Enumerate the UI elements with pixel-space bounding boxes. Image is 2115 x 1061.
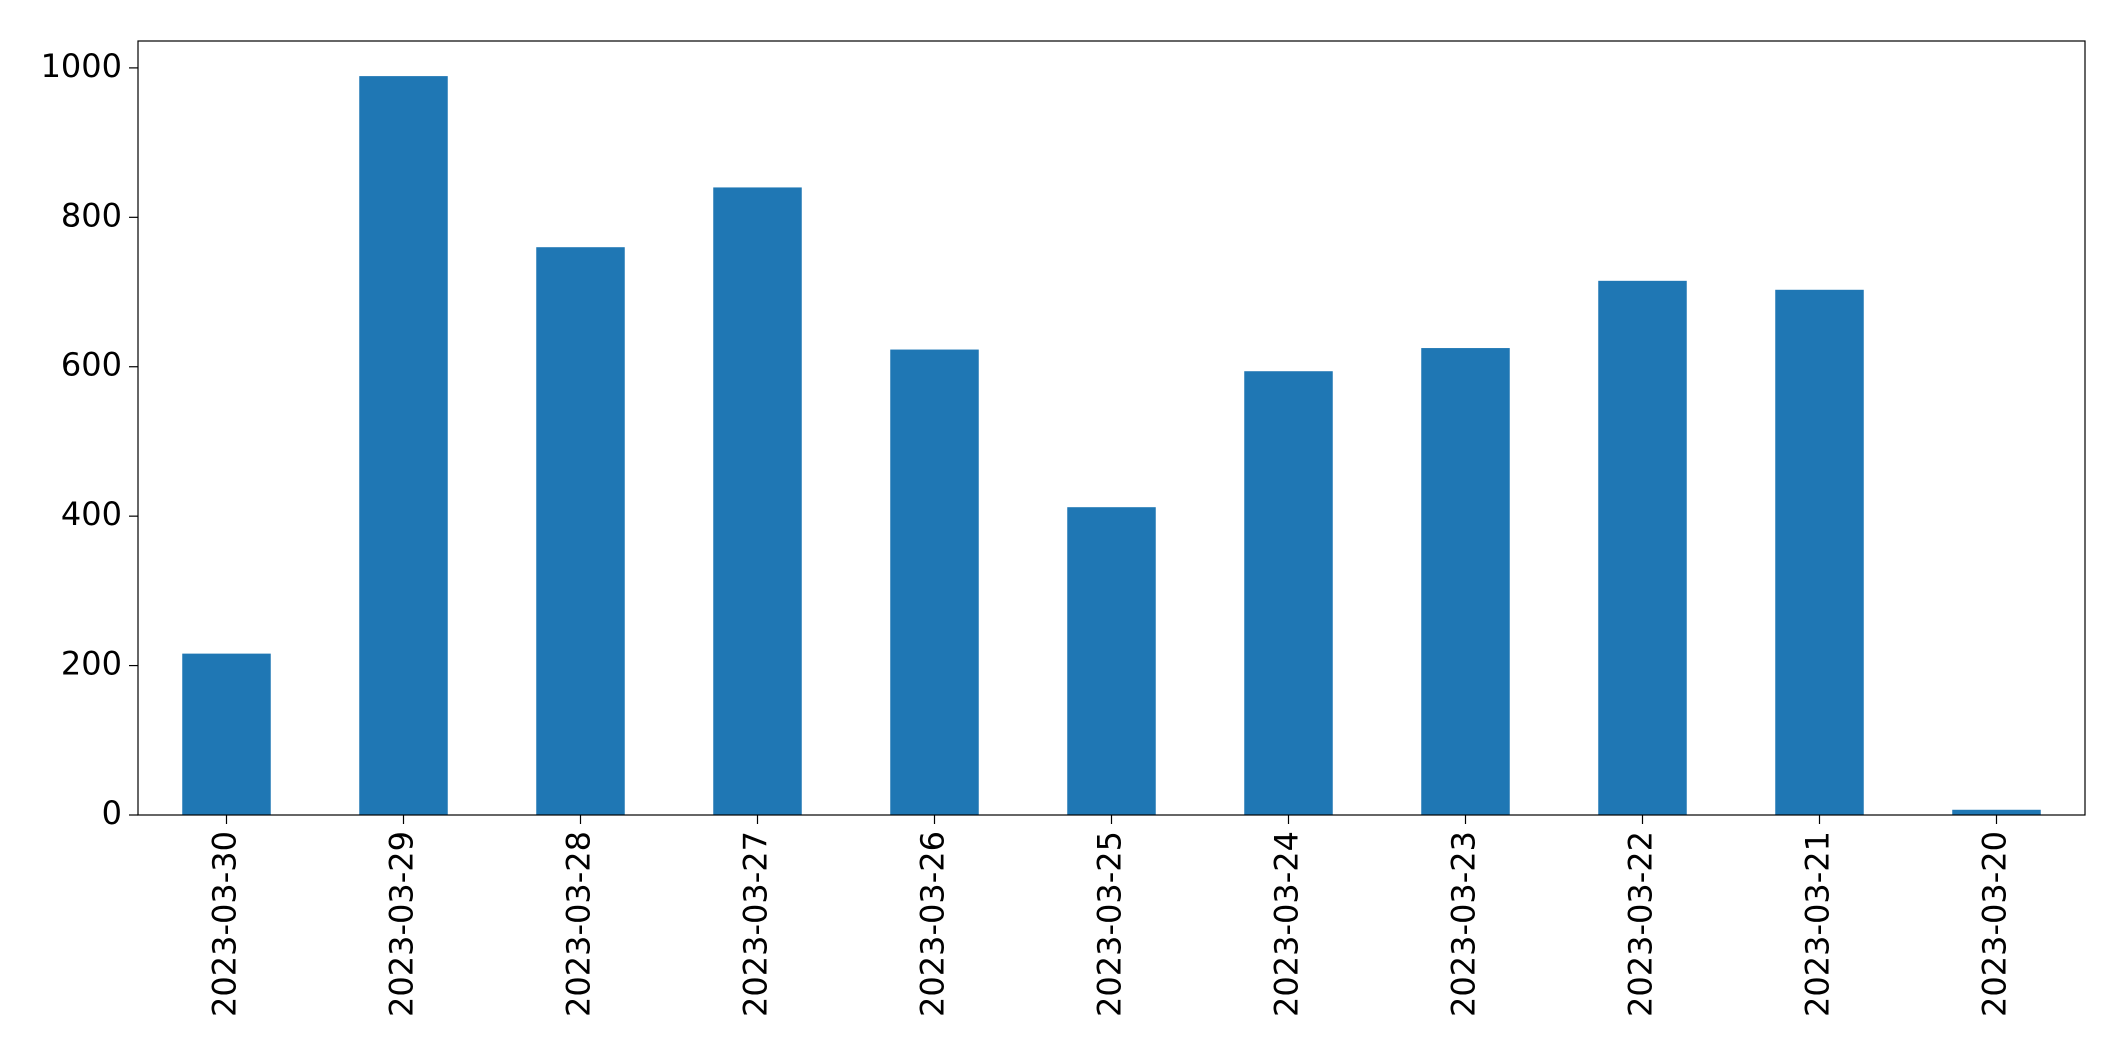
x-tick-label: 2023-03-23 [1445, 831, 1483, 1017]
plot-frame [137, 40, 2086, 816]
bar [1775, 289, 1864, 815]
bar [1421, 348, 1510, 815]
y-tick-label: 0 [102, 794, 122, 832]
y-tick-label: 400 [61, 495, 122, 533]
x-tick-label: 2023-03-29 [383, 831, 421, 1017]
x-tick-label: 2023-03-24 [1268, 831, 1306, 1017]
bar [359, 76, 448, 816]
x-tick-label: 2023-03-22 [1622, 831, 1660, 1017]
bar [1244, 371, 1333, 815]
bar [1952, 809, 2041, 815]
y-tick-label: 800 [61, 196, 122, 234]
x-tick-label: 2023-03-25 [1091, 831, 1129, 1017]
y-tick-label: 200 [61, 645, 122, 683]
x-tick-label: 2023-03-20 [1976, 831, 2014, 1017]
bar [890, 349, 979, 815]
x-tick-label: 2023-03-27 [737, 831, 775, 1017]
x-tick-label: 2023-03-28 [560, 831, 598, 1017]
bar [1598, 280, 1687, 816]
x-tick-label: 2023-03-30 [206, 831, 244, 1017]
y-tick-label: 600 [61, 346, 122, 384]
x-tick-label: 2023-03-21 [1799, 831, 1837, 1017]
y-tick-label: 1000 [41, 47, 122, 85]
bar [182, 653, 271, 815]
bar [536, 247, 625, 815]
x-tick-label: 2023-03-26 [914, 831, 952, 1017]
bar [1067, 507, 1156, 815]
bar [713, 187, 802, 815]
